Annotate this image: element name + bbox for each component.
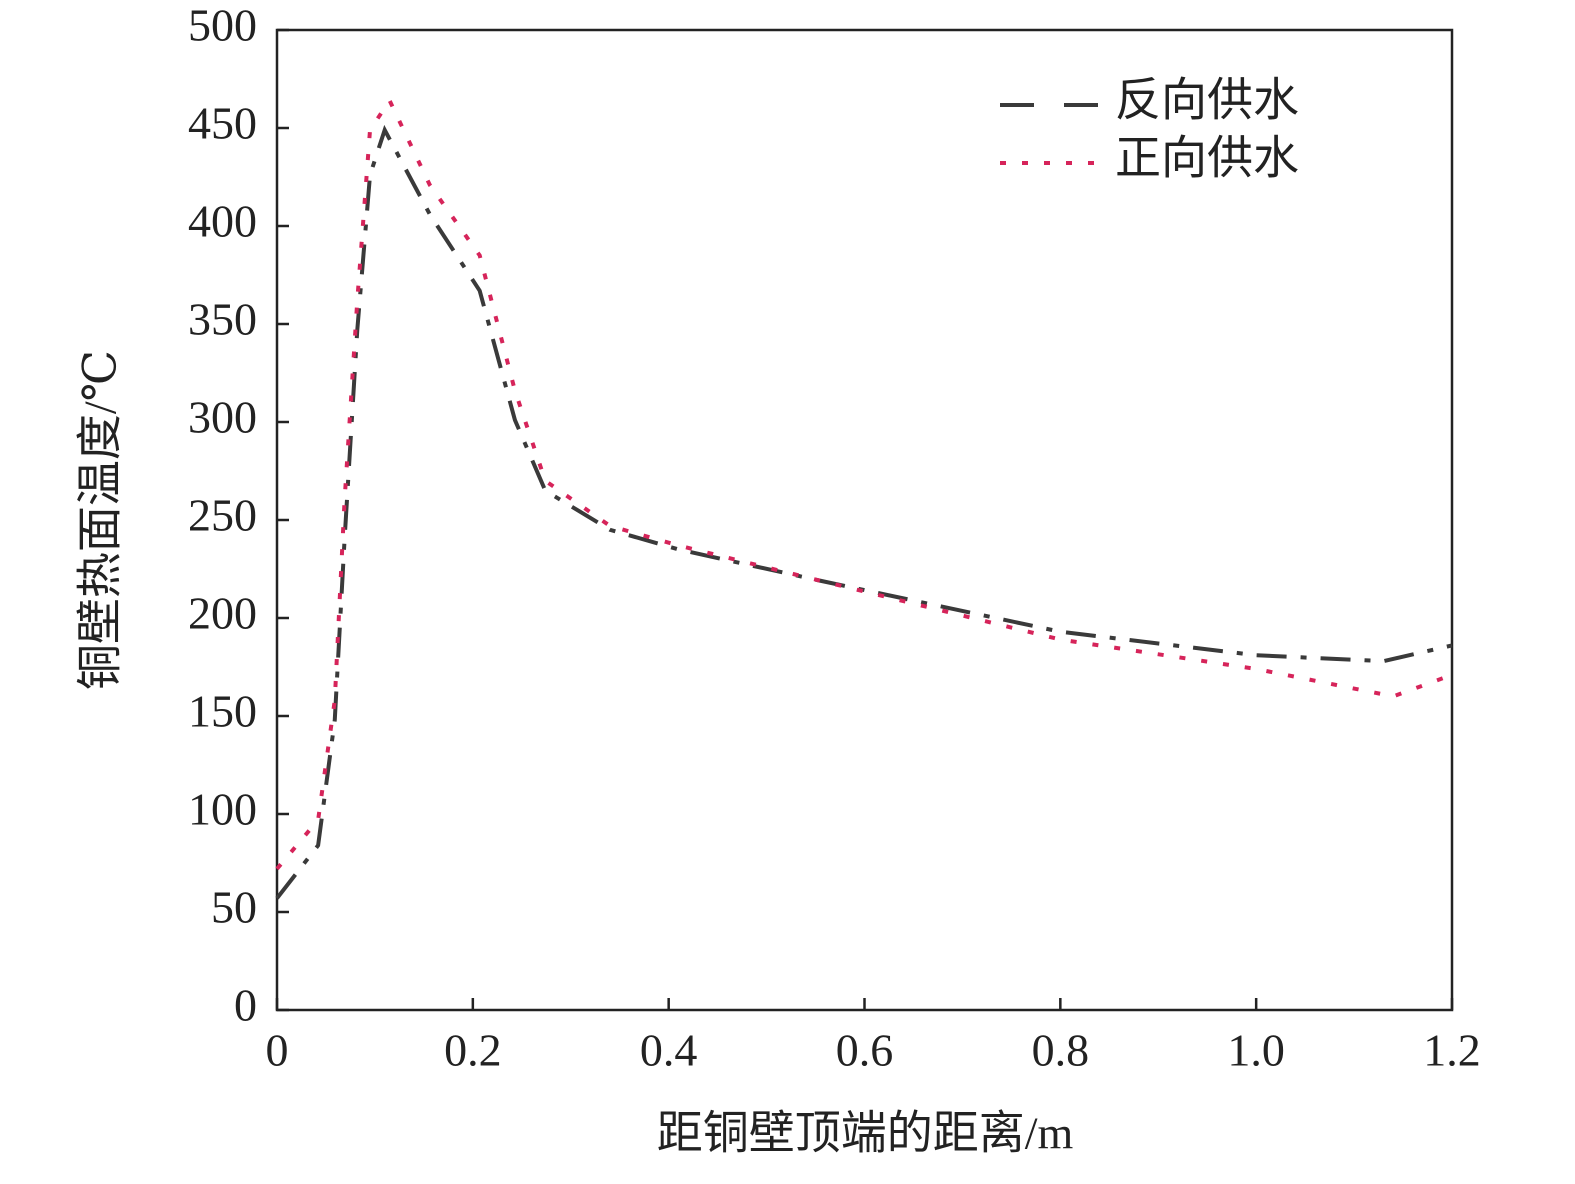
series-line bbox=[275, 124, 1453, 900]
x-axis-label: 距铜壁顶端的距离/m bbox=[657, 1108, 1074, 1159]
x-tick-label: 0.6 bbox=[836, 1025, 894, 1076]
x-tick-label: 0.8 bbox=[1032, 1025, 1090, 1076]
y-tick-label: 200 bbox=[188, 588, 257, 639]
x-tick-label: 1.2 bbox=[1423, 1025, 1481, 1076]
y-tick-label: 0 bbox=[234, 980, 257, 1031]
y-tick-label: 350 bbox=[188, 294, 257, 345]
y-tick-label: 100 bbox=[188, 784, 257, 835]
y-tick-label: 50 bbox=[211, 882, 257, 933]
y-tick-label: 400 bbox=[188, 196, 257, 247]
y-axis-label: 铜壁热面温度/℃ bbox=[75, 350, 126, 690]
legend-label: 正向供水 bbox=[1115, 133, 1299, 184]
y-tick-label: 500 bbox=[188, 0, 257, 51]
x-tick-label: 0.2 bbox=[444, 1025, 502, 1076]
x-tick-label: 0 bbox=[266, 1025, 289, 1076]
x-tick-label: 0.4 bbox=[640, 1025, 698, 1076]
y-tick-label: 300 bbox=[188, 392, 257, 443]
x-tick-label: 1.0 bbox=[1227, 1025, 1285, 1076]
series-line bbox=[275, 96, 1453, 871]
y-tick-label: 150 bbox=[188, 686, 257, 737]
legend-label: 反向供水 bbox=[1115, 75, 1299, 126]
y-tick-label: 250 bbox=[188, 490, 257, 541]
y-tick-label: 450 bbox=[188, 98, 257, 149]
